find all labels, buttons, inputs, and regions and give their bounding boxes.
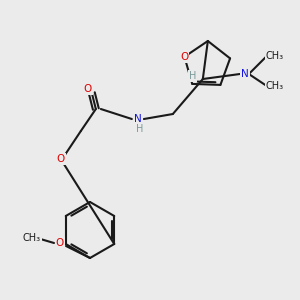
Text: O: O bbox=[84, 84, 92, 94]
Text: CH₃: CH₃ bbox=[266, 51, 284, 61]
Text: CH₃: CH₃ bbox=[23, 233, 41, 243]
Text: N: N bbox=[241, 69, 249, 79]
Text: CH₃: CH₃ bbox=[266, 81, 284, 91]
Text: O: O bbox=[56, 238, 64, 248]
Text: O: O bbox=[57, 154, 65, 164]
Text: O: O bbox=[180, 52, 189, 62]
Text: H: H bbox=[189, 71, 197, 81]
Text: N: N bbox=[134, 114, 142, 124]
Text: H: H bbox=[136, 124, 143, 134]
